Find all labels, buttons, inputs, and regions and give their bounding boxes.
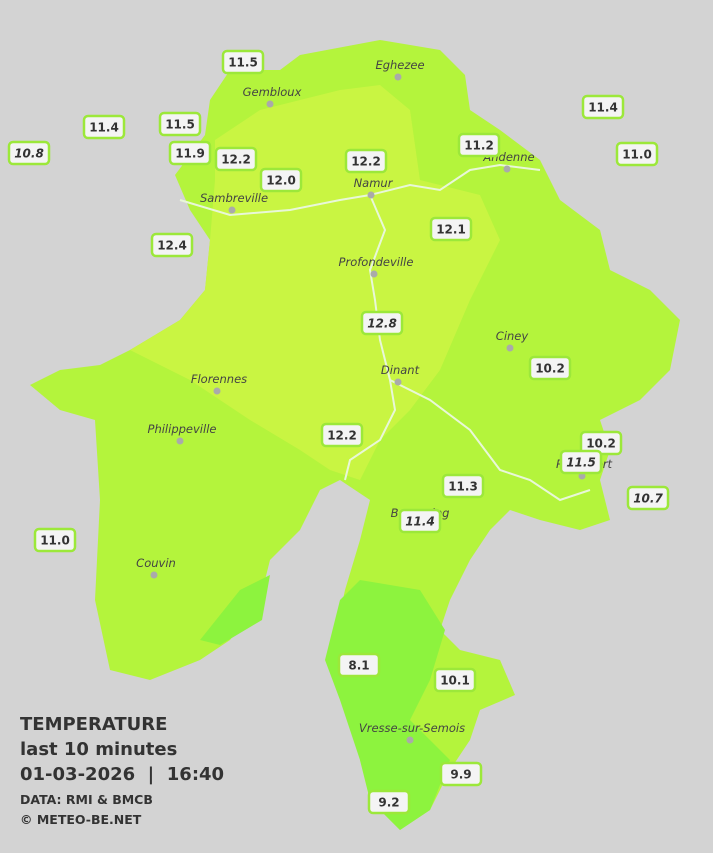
station-box [581,94,625,120]
legend-datetime: 01-03-2026 | 16:40 [20,764,224,785]
city-dot [176,437,184,445]
city-label: Florennes [191,372,247,386]
station-value: 11.5 [228,56,258,70]
station-box [158,111,202,137]
station-value: 12.4 [157,239,187,253]
station-box [320,422,364,448]
station-box [441,473,485,499]
station-value: 10.7 [633,492,663,506]
station-box [429,216,473,242]
station-value: 12.8 [367,317,397,331]
city-dot [213,387,221,395]
station-value: 11.9 [175,147,205,161]
station-value: 11.0 [622,148,652,162]
river [344,194,397,481]
station-value: 12.0 [266,174,296,188]
city-dot [394,73,402,81]
station-box [337,652,381,678]
city-label: Couvin [136,556,176,570]
city-label: Eghezee [375,58,424,72]
station-box [528,355,572,381]
station-box [457,132,501,158]
cool-zone [325,580,450,830]
station-value: 11.4 [89,121,119,135]
station-value: 9.2 [378,796,399,810]
station-value: 10.2 [535,362,565,376]
station-box [150,232,194,258]
warm-zone [130,85,500,480]
city-label: Namur [354,176,394,190]
city-dot [506,344,514,352]
city-label: Sambreville [200,191,268,205]
station-value: 11.0 [40,534,70,548]
city-dot [266,100,274,108]
river [179,163,541,217]
station-value: 11.5 [165,118,195,132]
station-box [559,449,603,475]
station-box [168,140,212,166]
cool-zone [200,575,270,645]
river [389,379,591,502]
station-value: 11.4 [588,101,618,115]
legend-title: TEMPERATURE [20,714,167,735]
station-value: 10.2 [586,437,616,451]
station-value: 8.1 [348,659,369,673]
station-box [367,789,411,815]
station-value: 11.2 [464,139,494,153]
station-box [214,146,258,172]
station-value: 10.1 [440,674,470,688]
station-box [344,148,388,174]
station-value: 10.8 [14,147,44,161]
legend-copyright: © METEO-BE.NET [20,812,142,827]
city-label: Philippeville [148,422,217,436]
city-dot [367,191,375,199]
station-value: 12.2 [221,153,251,167]
station-value: 12.2 [327,429,357,443]
city-label: Dinant [381,363,420,377]
city-dot [406,736,414,744]
legend-subtitle: last 10 minutes [20,739,177,760]
station-box [433,667,477,693]
station-value: 9.9 [450,768,471,782]
station-value: 12.2 [351,155,381,169]
station-box [259,167,303,193]
city-label: Profondeville [339,255,414,269]
station-value: 11.3 [448,480,478,494]
station-box [626,485,670,511]
city-dot [228,206,236,214]
station-box [33,527,77,553]
station-box [221,49,265,75]
station-box [615,141,659,167]
station-value: 12.1 [436,223,466,237]
station-box [7,140,51,166]
city-dot [394,378,402,386]
station-box [439,761,483,787]
station-box [398,508,442,534]
station-box [82,114,126,140]
station-value: 11.5 [566,456,596,470]
city-label: Vresse-sur-Semois [359,721,465,735]
station-box [360,310,404,336]
city-dot [150,571,158,579]
city-dot [503,165,511,173]
legend-source: DATA: RMI & BMCB [20,792,153,807]
city-dot [370,270,378,278]
city-label: Gembloux [243,85,302,99]
station-value: 11.4 [405,515,435,529]
city-label: Ciney [496,329,529,343]
